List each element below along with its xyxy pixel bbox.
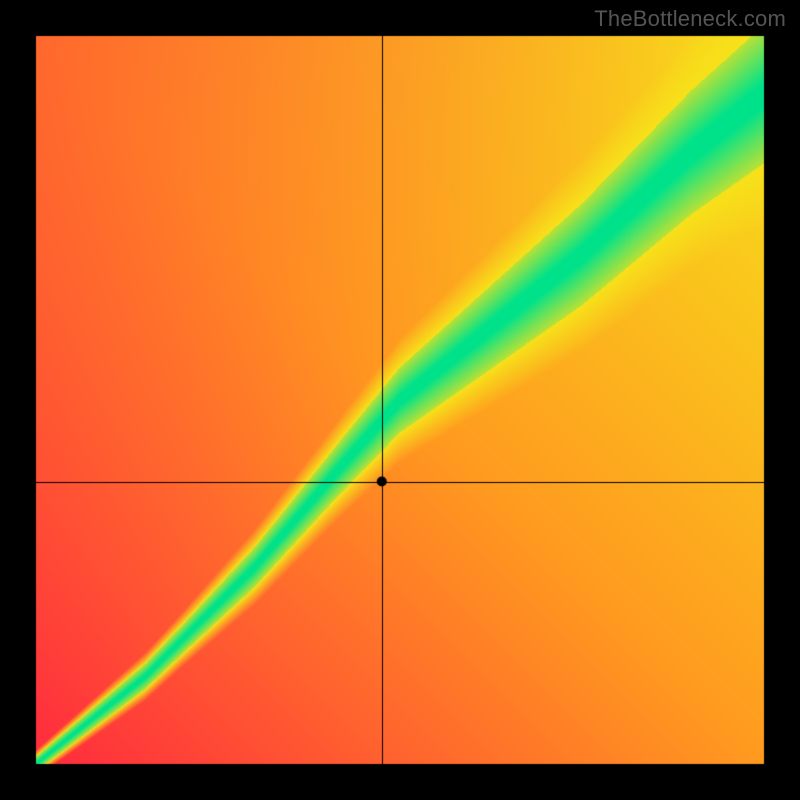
chart-container: TheBottleneck.com [0,0,800,800]
watermark-text: TheBottleneck.com [594,6,786,32]
heatmap-canvas [0,0,800,800]
